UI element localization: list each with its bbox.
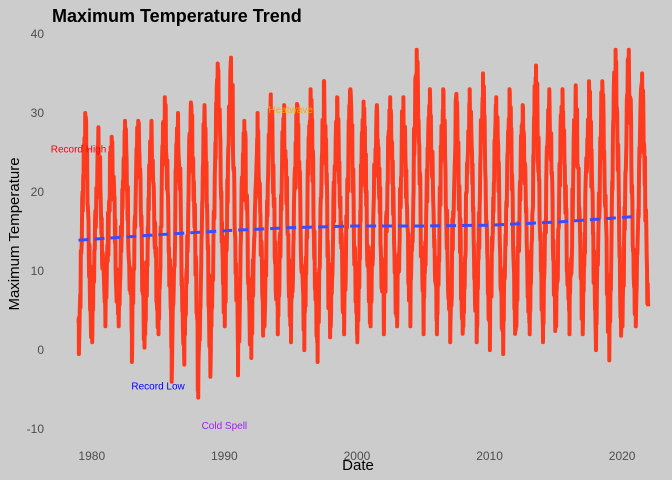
annotation-label: Record Low: [131, 382, 185, 393]
x-tick-label: 2000: [344, 449, 371, 463]
annotation-label: Record High: [51, 144, 107, 155]
y-tick-label: 40: [31, 27, 45, 41]
y-tick-label: 30: [31, 106, 45, 120]
chart-title: Maximum Temperature Trend: [52, 6, 302, 26]
annotation-label: Heatwave: [268, 105, 313, 116]
x-tick-label: 1980: [78, 449, 105, 463]
annotations: Record High Heatwave Record Low Cold Spell: [51, 105, 314, 432]
y-axis-label: Maximum Temperature: [6, 157, 23, 310]
x-tick-label: 2010: [476, 449, 503, 463]
y-tick-label: 0: [37, 343, 44, 357]
x-axis-ticks: 1980 1990 2000 2010 2020: [78, 449, 635, 463]
y-axis-ticks: -10 0 10 20 30 40: [27, 27, 45, 436]
x-axis-label: Date: [342, 457, 374, 474]
annotation-label: Cold Spell: [202, 421, 248, 432]
temperature-series-line: [76, 47, 651, 400]
plot-area: [76, 47, 651, 400]
x-tick-label: 2020: [609, 449, 636, 463]
y-tick-label: -10: [27, 422, 45, 436]
trend-line: [78, 215, 636, 242]
y-tick-label: 10: [31, 264, 45, 278]
y-tick-label: 20: [31, 185, 45, 199]
x-tick-label: 1990: [211, 449, 238, 463]
